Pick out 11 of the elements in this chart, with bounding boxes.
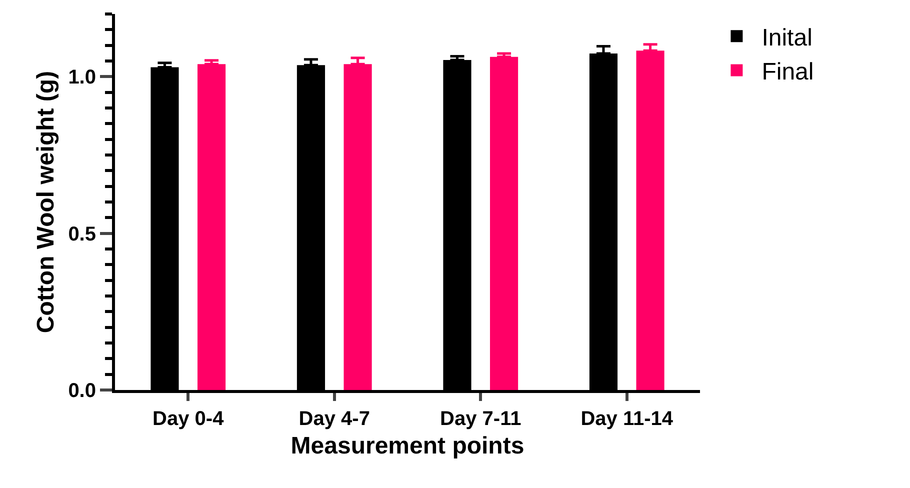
- x-tick-label: Day 7-11: [440, 408, 522, 430]
- y-axis-title: Cotton Wool weight (g): [32, 70, 60, 334]
- x-tick-label: Day 11-14: [580, 408, 674, 430]
- legend-label: Final: [762, 58, 814, 86]
- x-tick-label: Day 4-7: [298, 408, 370, 430]
- legend-label: Inital: [762, 24, 812, 52]
- x-axis-title: Measurement points: [290, 432, 524, 460]
- y-tick-label: 0.0: [68, 380, 96, 402]
- x-tick-label: Day 0-4: [152, 408, 225, 430]
- y-tick-label: 0.5: [68, 223, 96, 246]
- y-tick-label: 1.0: [68, 66, 96, 89]
